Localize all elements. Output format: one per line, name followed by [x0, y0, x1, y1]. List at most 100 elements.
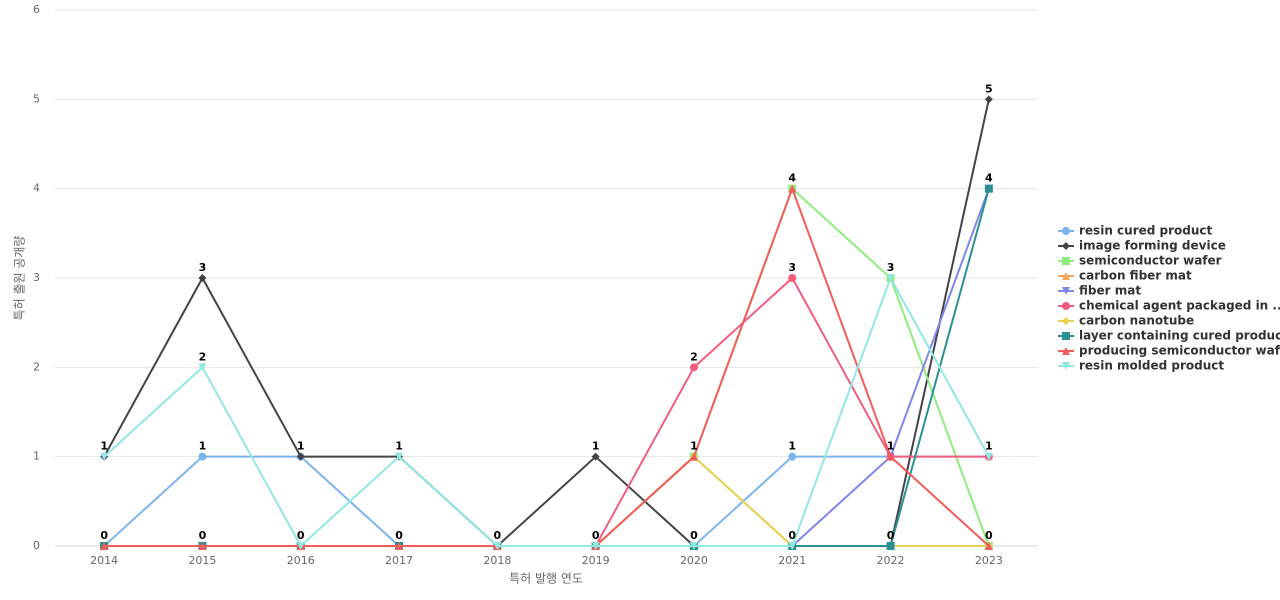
x-tick-label: 2022 [877, 554, 905, 567]
marker [886, 274, 895, 282]
x-tick-label: 2021 [778, 554, 806, 567]
marker [984, 184, 993, 193]
marker [886, 452, 895, 461]
marker [689, 452, 698, 461]
x-tick-label: 2015 [188, 554, 216, 567]
value-label: 4 [985, 172, 993, 185]
legend-label: semiconductor wafer [1079, 254, 1222, 268]
marker [198, 452, 207, 461]
marker [591, 542, 600, 550]
legend-item[interactable]: resin cured product [1058, 224, 1213, 238]
value-label: 1 [297, 440, 305, 453]
marker [788, 184, 797, 193]
marker [591, 452, 600, 461]
value-label: 1 [592, 440, 600, 453]
legend-label: carbon nanotube [1079, 314, 1194, 328]
legend-item[interactable]: layer containing cured product [1058, 329, 1280, 343]
y-tick-label: 4 [33, 182, 40, 195]
value-label: 1 [199, 440, 207, 453]
marker [1062, 332, 1070, 340]
legend-item[interactable]: producing semiconductor wafer [1058, 344, 1280, 358]
legend-label: resin cured product [1079, 224, 1213, 238]
value-label: 0 [395, 529, 403, 542]
marker [1062, 242, 1070, 250]
value-label: 0 [985, 529, 993, 542]
marker [198, 542, 207, 550]
marker [296, 542, 305, 550]
x-tick-label: 2014 [90, 554, 118, 567]
value-label: 0 [887, 529, 895, 542]
x-tick-label: 2020 [680, 554, 708, 567]
marker [1062, 227, 1070, 235]
legend-label: chemical agent packaged in ... [1079, 299, 1280, 313]
value-label: 1 [395, 440, 403, 453]
marker [1062, 287, 1070, 295]
value-label: 4 [788, 172, 796, 185]
legend-item[interactable]: carbon nanotube [1058, 314, 1194, 328]
series [100, 95, 993, 550]
marker [984, 452, 993, 461]
x-tick-label: 2019 [582, 554, 610, 567]
value-label: 1 [985, 440, 993, 453]
legend-label: carbon fiber mat [1079, 269, 1192, 283]
marker [984, 95, 993, 104]
marker [788, 452, 797, 461]
marker [984, 542, 993, 550]
x-tick-label: 2017 [385, 554, 413, 567]
value-label: 3 [788, 261, 796, 274]
legend-label: layer containing cured product [1079, 329, 1280, 343]
x-tick-label: 2016 [287, 554, 315, 567]
value-label: 0 [690, 529, 698, 542]
y-tick-label: 3 [33, 271, 40, 284]
legend-label: producing semiconductor wafer [1079, 344, 1280, 358]
marker [788, 542, 797, 550]
value-label: 0 [297, 529, 305, 542]
legend-item[interactable]: image forming device [1058, 239, 1226, 253]
legend-item[interactable]: resin molded product [1058, 359, 1224, 373]
marker [689, 363, 698, 372]
legend-item[interactable]: chemical agent packaged in ... [1058, 299, 1280, 313]
marker [100, 542, 109, 550]
marker [1062, 347, 1070, 355]
x-tick-label: 2023 [975, 554, 1003, 567]
value-label: 2 [690, 350, 698, 363]
x-tick-label: 2018 [483, 554, 511, 567]
legend-item[interactable]: semiconductor wafer [1058, 254, 1222, 268]
marker [493, 542, 502, 550]
value-label: 0 [199, 529, 207, 542]
legend-label: fiber mat [1079, 284, 1141, 298]
value-label: 1 [690, 440, 698, 453]
marker [395, 542, 404, 550]
marker [1062, 362, 1070, 370]
marker [689, 542, 698, 550]
y-tick-label: 5 [33, 92, 40, 105]
value-label: 0 [788, 529, 796, 542]
value-label: 2 [199, 350, 207, 363]
marker [198, 274, 207, 282]
x-axis-title: 특허 발행 연도 [509, 571, 583, 586]
y-tick-label: 2 [33, 360, 40, 373]
value-label: 3 [887, 261, 895, 274]
y-tick-label: 0 [33, 539, 40, 552]
legend-item[interactable]: fiber mat [1058, 284, 1141, 298]
value-label: 1 [887, 440, 895, 453]
series [100, 274, 993, 550]
series [100, 274, 993, 550]
legend-label: resin molded product [1079, 359, 1224, 373]
value-label: 3 [199, 261, 207, 274]
marker [296, 452, 305, 461]
marker [886, 542, 895, 550]
marker [1062, 272, 1070, 280]
value-label: 0 [494, 529, 502, 542]
marker [198, 363, 207, 372]
legend-item[interactable]: carbon fiber mat [1058, 269, 1192, 283]
series-line [104, 276, 989, 547]
marker [788, 274, 797, 282]
value-label: 5 [985, 82, 993, 95]
value-label: 1 [100, 440, 108, 453]
marker [1062, 302, 1070, 310]
marker [395, 452, 404, 461]
series-line [103, 275, 990, 548]
y-axis-title: 특허 출원 공개량 [13, 236, 27, 321]
